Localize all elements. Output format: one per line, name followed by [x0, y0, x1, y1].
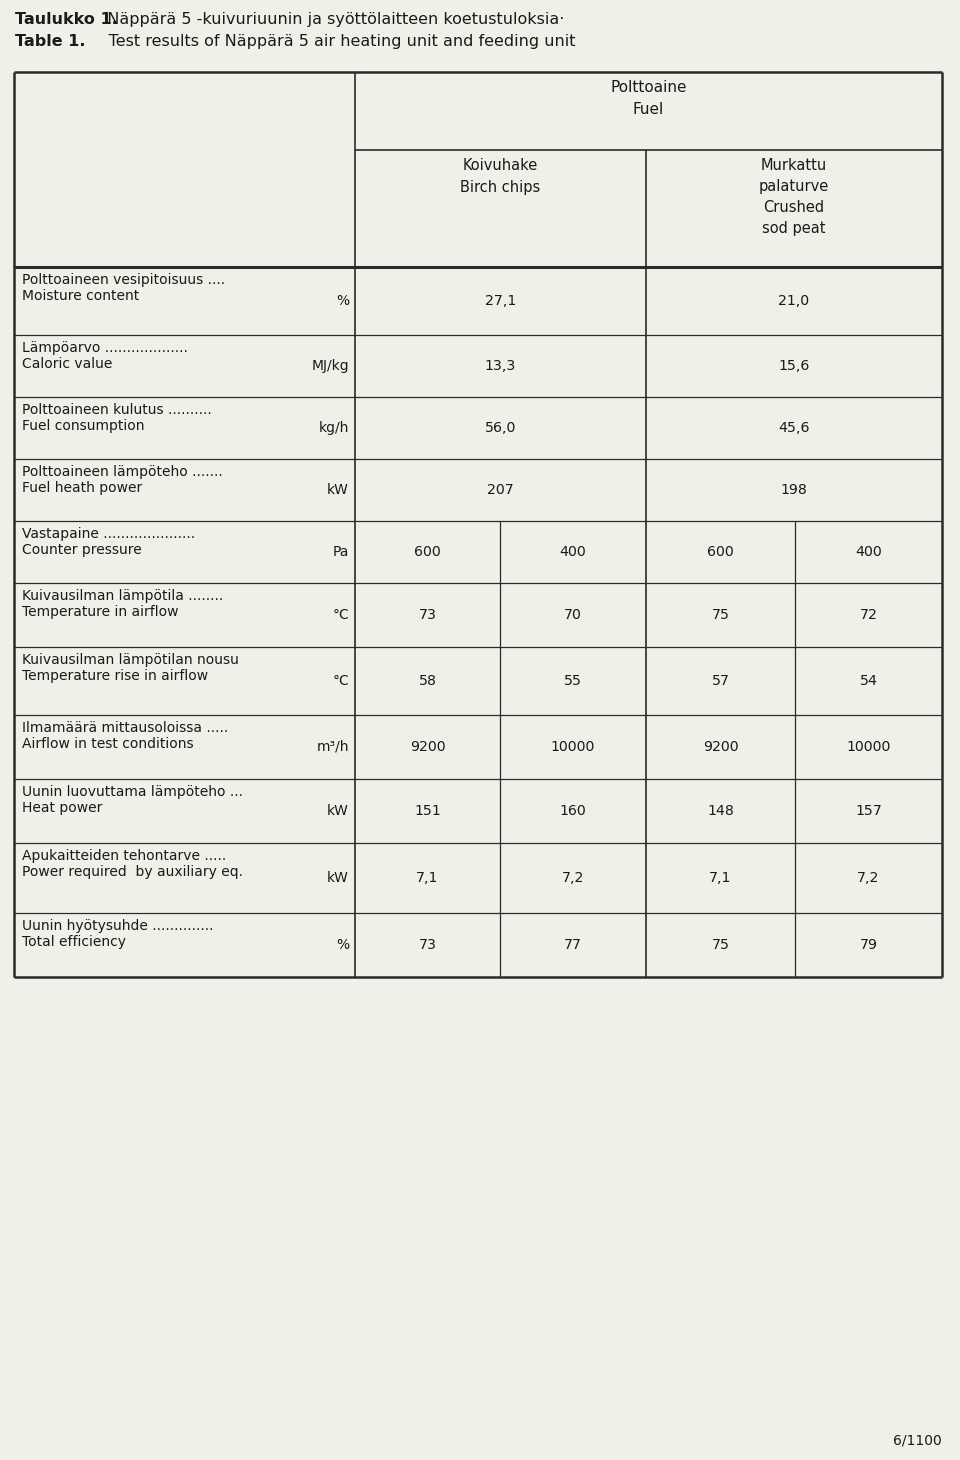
Text: Heat power: Heat power: [22, 802, 103, 815]
Text: 77: 77: [564, 937, 582, 952]
Text: 198: 198: [780, 483, 807, 496]
Text: Kuivausilman lämpötila ........: Kuivausilman lämpötila ........: [22, 588, 224, 603]
Text: Näppärä 5 -kuivuriuunin ja syöttölaitteen koetustuloksia·: Näppärä 5 -kuivuriuunin ja syöttölaittee…: [97, 12, 564, 26]
Text: 75: 75: [711, 607, 730, 622]
Text: m³/h: m³/h: [317, 740, 349, 753]
Text: 9200: 9200: [410, 740, 445, 753]
Text: 57: 57: [711, 675, 730, 688]
Text: °C: °C: [332, 675, 349, 688]
Text: 600: 600: [708, 545, 733, 559]
Text: Power required  by auxiliary eq.: Power required by auxiliary eq.: [22, 864, 243, 879]
Text: 55: 55: [564, 675, 582, 688]
Text: 75: 75: [711, 937, 730, 952]
Text: kW: kW: [327, 872, 349, 885]
Text: Airflow in test conditions: Airflow in test conditions: [22, 737, 194, 750]
Text: 148: 148: [708, 804, 733, 818]
Text: 151: 151: [414, 804, 441, 818]
Text: 7,1: 7,1: [417, 872, 439, 885]
Text: Lämpöarvo ...................: Lämpöarvo ...................: [22, 342, 188, 355]
Text: Ilmamäärä mittausoloissa .....: Ilmamäärä mittausoloissa .....: [22, 721, 228, 734]
Text: 73: 73: [419, 937, 437, 952]
Text: 70: 70: [564, 607, 582, 622]
Text: 9200: 9200: [703, 740, 738, 753]
Text: Vastapaine .....................: Vastapaine .....................: [22, 527, 195, 542]
Text: 7,2: 7,2: [562, 872, 585, 885]
Text: 79: 79: [859, 937, 877, 952]
Text: 600: 600: [414, 545, 441, 559]
Text: kg/h: kg/h: [319, 420, 349, 435]
Text: 54: 54: [859, 675, 877, 688]
Text: 7,2: 7,2: [857, 872, 879, 885]
Text: Table 1.: Table 1.: [15, 34, 85, 50]
Text: Koivuhake
Birch chips: Koivuhake Birch chips: [461, 158, 540, 196]
Text: Apukaitteiden tehontarve .....: Apukaitteiden tehontarve .....: [22, 850, 227, 863]
Text: Polttoaineen kulutus ..........: Polttoaineen kulutus ..........: [22, 403, 212, 418]
Text: 400: 400: [560, 545, 587, 559]
Text: Fuel consumption: Fuel consumption: [22, 419, 145, 434]
Text: Caloric value: Caloric value: [22, 358, 112, 371]
Text: 400: 400: [855, 545, 882, 559]
Text: Uunin luovuttama lämpöteho ...: Uunin luovuttama lämpöteho ...: [22, 785, 243, 799]
Text: Counter pressure: Counter pressure: [22, 543, 142, 558]
Text: MJ/kg: MJ/kg: [311, 359, 349, 372]
Text: 58: 58: [419, 675, 437, 688]
Text: Pa: Pa: [332, 545, 349, 559]
Text: 15,6: 15,6: [779, 359, 809, 372]
Text: %: %: [336, 937, 349, 952]
Text: 10000: 10000: [551, 740, 595, 753]
Text: %: %: [336, 293, 349, 308]
Text: Moisture content: Moisture content: [22, 289, 139, 304]
Text: Test results of Näppärä 5 air heating unit and feeding unit: Test results of Näppärä 5 air heating un…: [83, 34, 575, 50]
Text: 13,3: 13,3: [485, 359, 516, 372]
Text: 45,6: 45,6: [779, 420, 809, 435]
Text: 160: 160: [560, 804, 587, 818]
Text: 207: 207: [487, 483, 514, 496]
Text: Kuivausilman lämpötilan nousu: Kuivausilman lämpötilan nousu: [22, 653, 239, 667]
Text: Polttoaineen lämpöteho .......: Polttoaineen lämpöteho .......: [22, 464, 223, 479]
Text: 21,0: 21,0: [779, 293, 809, 308]
Text: 27,1: 27,1: [485, 293, 516, 308]
Text: 73: 73: [419, 607, 437, 622]
Text: Fuel heath power: Fuel heath power: [22, 480, 142, 495]
Text: 10000: 10000: [847, 740, 891, 753]
Text: Polttoaine
Fuel: Polttoaine Fuel: [611, 80, 686, 117]
Text: Murkattu
palaturve
Crushed
sod peat: Murkattu palaturve Crushed sod peat: [758, 158, 829, 237]
Text: Taulukko 1.: Taulukko 1.: [15, 12, 118, 26]
Text: Temperature in airflow: Temperature in airflow: [22, 604, 179, 619]
Text: Total efficiency: Total efficiency: [22, 934, 126, 949]
Text: kW: kW: [327, 804, 349, 818]
Text: 56,0: 56,0: [485, 420, 516, 435]
Text: kW: kW: [327, 483, 349, 496]
Text: 72: 72: [859, 607, 877, 622]
Text: 157: 157: [855, 804, 882, 818]
Text: 6/1100: 6/1100: [893, 1434, 942, 1448]
Text: Uunin hyötysuhde ..............: Uunin hyötysuhde ..............: [22, 918, 213, 933]
Text: Temperature rise in airflow: Temperature rise in airflow: [22, 669, 208, 683]
Text: °C: °C: [332, 607, 349, 622]
Text: Polttoaineen vesipitoisuus ....: Polttoaineen vesipitoisuus ....: [22, 273, 226, 288]
Text: 7,1: 7,1: [709, 872, 732, 885]
